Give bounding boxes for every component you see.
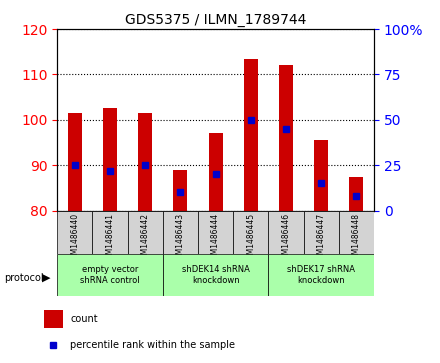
Text: empty vector
shRNA control: empty vector shRNA control <box>80 265 140 285</box>
FancyBboxPatch shape <box>163 211 198 254</box>
FancyBboxPatch shape <box>268 254 374 296</box>
FancyBboxPatch shape <box>92 211 128 254</box>
Text: GSM1486448: GSM1486448 <box>352 213 361 264</box>
FancyBboxPatch shape <box>57 254 163 296</box>
Bar <box>279 65 293 211</box>
Bar <box>103 109 117 211</box>
Text: shDEK17 shRNA
knockdown: shDEK17 shRNA knockdown <box>287 265 355 285</box>
FancyBboxPatch shape <box>57 211 92 254</box>
Text: GSM1486446: GSM1486446 <box>282 213 290 264</box>
Bar <box>68 113 82 211</box>
Text: GSM1486441: GSM1486441 <box>106 213 114 264</box>
Text: protocol: protocol <box>4 273 44 283</box>
Text: GSM1486440: GSM1486440 <box>70 213 79 264</box>
FancyBboxPatch shape <box>198 211 233 254</box>
FancyBboxPatch shape <box>128 211 163 254</box>
Bar <box>244 58 258 211</box>
Bar <box>349 176 363 211</box>
Text: GSM1486443: GSM1486443 <box>176 213 185 264</box>
Bar <box>44 310 63 328</box>
Text: percentile rank within the sample: percentile rank within the sample <box>70 339 235 350</box>
FancyBboxPatch shape <box>304 211 339 254</box>
FancyBboxPatch shape <box>339 211 374 254</box>
Title: GDS5375 / ILMN_1789744: GDS5375 / ILMN_1789744 <box>125 13 306 26</box>
Text: GSM1486447: GSM1486447 <box>317 213 326 264</box>
FancyBboxPatch shape <box>233 211 268 254</box>
FancyBboxPatch shape <box>163 254 268 296</box>
Bar <box>173 170 187 211</box>
Text: shDEK14 shRNA
knockdown: shDEK14 shRNA knockdown <box>182 265 249 285</box>
FancyBboxPatch shape <box>268 211 304 254</box>
Bar <box>314 140 328 211</box>
Text: ▶: ▶ <box>42 273 50 283</box>
Text: GSM1486444: GSM1486444 <box>211 213 220 264</box>
Bar <box>138 113 152 211</box>
Text: GSM1486445: GSM1486445 <box>246 213 255 264</box>
Bar <box>209 133 223 211</box>
Text: GSM1486442: GSM1486442 <box>141 213 150 264</box>
Text: count: count <box>70 314 98 324</box>
